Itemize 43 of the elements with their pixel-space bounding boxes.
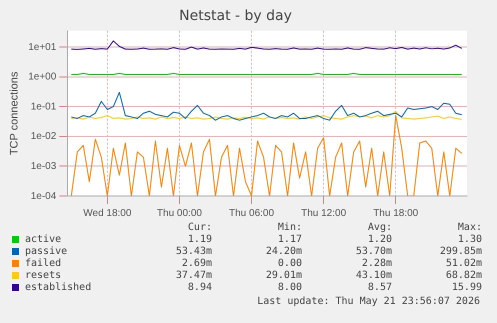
text: 1.19 bbox=[186, 234, 212, 246]
text: 53.43m bbox=[174, 246, 212, 258]
text: 0.00 bbox=[276, 258, 302, 270]
text: 68.82m bbox=[444, 270, 482, 282]
x-tick-label: Wed 18:00 bbox=[83, 208, 132, 219]
y-tick-label: 1e-03 bbox=[30, 160, 57, 172]
legend-label: active bbox=[24, 234, 62, 246]
text: 2.28m bbox=[360, 258, 392, 270]
text: 1.20 bbox=[366, 234, 392, 246]
text: 37.47m bbox=[174, 270, 212, 282]
y-tick-label: 1e+01 bbox=[28, 42, 57, 53]
text: 1.17 bbox=[276, 234, 302, 246]
text: 8.94 bbox=[186, 282, 212, 294]
text: 43.10m bbox=[354, 270, 392, 282]
x-tick-label: Thu 18:00 bbox=[373, 208, 419, 219]
text: Last update: Thu May 21 23:56:07 2026 bbox=[257, 296, 480, 307]
x-tick-label: Thu 12:00 bbox=[301, 208, 347, 219]
legend-label: failed bbox=[24, 258, 62, 270]
text: 8.00 bbox=[276, 282, 302, 294]
legend-label: established bbox=[24, 282, 92, 294]
y-tick-label: 1e-01 bbox=[30, 101, 57, 112]
text: 29.01m bbox=[264, 270, 302, 282]
text: Max: bbox=[456, 222, 482, 234]
y-tick-label: 1e+00 bbox=[28, 72, 57, 83]
text: 24.20m bbox=[264, 246, 302, 258]
text: 51.02m bbox=[444, 258, 482, 270]
text: Cur: bbox=[186, 222, 212, 234]
text: 15.99 bbox=[450, 282, 482, 294]
y-tick-label: 1e-04 bbox=[30, 190, 57, 202]
text: 299.85m bbox=[438, 246, 482, 258]
text: 2.69m bbox=[180, 258, 212, 270]
text: 53.70m bbox=[354, 246, 392, 258]
text: 1.30 bbox=[456, 234, 482, 246]
y-axis-title: TCP connections bbox=[8, 71, 21, 156]
text: 8.57 bbox=[366, 282, 392, 294]
y-tick-label: 1e-02 bbox=[30, 131, 57, 142]
legend-label: resets bbox=[24, 270, 62, 282]
text: Avg: bbox=[366, 222, 392, 234]
text: Min: bbox=[276, 222, 302, 234]
x-tick-label: Thu 00:00 bbox=[156, 208, 202, 219]
x-tick-label: Thu 06:00 bbox=[229, 208, 274, 219]
legend-label: passive bbox=[24, 246, 68, 258]
chart-title: Netstat - by day bbox=[179, 8, 292, 24]
